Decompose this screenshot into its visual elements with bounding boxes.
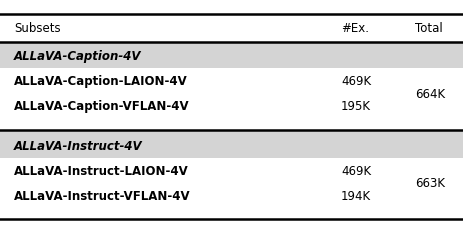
Text: 663K: 663K: [414, 177, 444, 190]
Text: 469K: 469K: [340, 75, 370, 88]
Text: 195K: 195K: [340, 100, 370, 113]
Bar: [0, 42, 463, 69]
Text: ALLaVA-Instruct-VFLAN-4V: ALLaVA-Instruct-VFLAN-4V: [14, 189, 190, 202]
Text: 469K: 469K: [340, 164, 370, 177]
Text: Total: Total: [414, 22, 442, 35]
Text: Subsets: Subsets: [14, 22, 60, 35]
Text: 194K: 194K: [340, 189, 370, 202]
Text: ALLaVA-Caption-4V: ALLaVA-Caption-4V: [14, 50, 141, 63]
Text: ALLaVA-Caption-VFLAN-4V: ALLaVA-Caption-VFLAN-4V: [14, 100, 189, 113]
Bar: [0, 131, 463, 158]
Text: ALLaVA-Instruct-LAION-4V: ALLaVA-Instruct-LAION-4V: [14, 164, 188, 177]
Text: ALLaVA-Instruct-4V: ALLaVA-Instruct-4V: [14, 139, 142, 152]
Text: 664K: 664K: [414, 87, 444, 100]
Text: #Ex.: #Ex.: [340, 22, 368, 35]
Text: ALLaVA-Caption-LAION-4V: ALLaVA-Caption-LAION-4V: [14, 75, 187, 88]
